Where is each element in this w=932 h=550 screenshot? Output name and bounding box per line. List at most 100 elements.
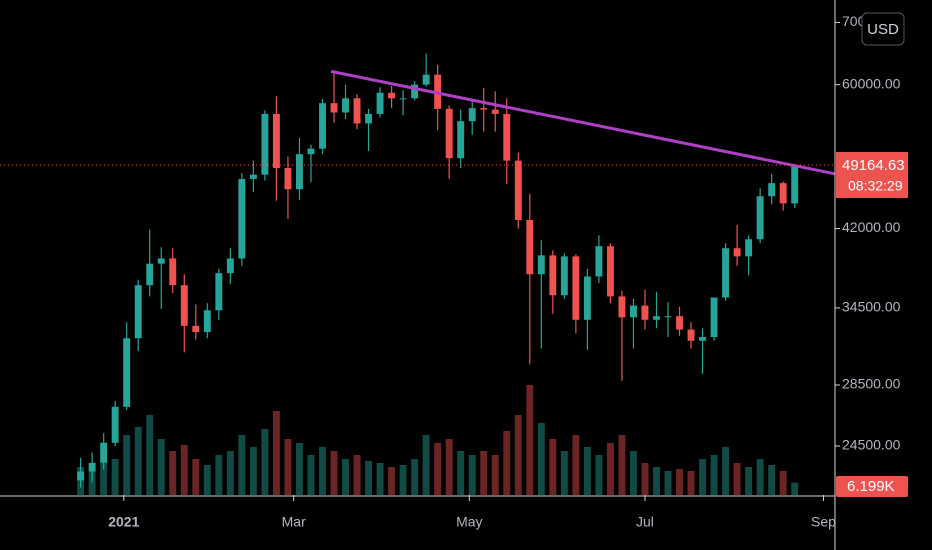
candle-body	[295, 154, 303, 190]
x-tick-label: Sep	[811, 514, 836, 530]
candle-body	[537, 255, 545, 275]
candle-body	[526, 219, 534, 275]
volume-layer	[77, 385, 799, 495]
candle-body	[606, 246, 614, 297]
candle-body	[653, 316, 660, 320]
candle-body	[468, 108, 476, 122]
candle-body	[249, 174, 257, 179]
candle-body	[388, 92, 396, 99]
candle-body	[779, 183, 787, 204]
x-tick-label: May	[456, 514, 482, 530]
candle-body	[583, 276, 591, 320]
candle-body	[157, 258, 165, 264]
y-tick-label: 60000.00	[842, 75, 901, 91]
candle-body	[733, 248, 741, 257]
candle-body	[307, 148, 315, 155]
volume-bar	[560, 451, 568, 495]
currency-label[interactable]: USD	[867, 21, 899, 38]
candle-body	[710, 297, 718, 338]
x-tick-label: 2021	[108, 514, 139, 530]
candle-body	[491, 109, 499, 114]
volume-bar	[791, 482, 799, 495]
volume-bar	[192, 459, 200, 495]
volume-bar	[710, 455, 718, 495]
candle-body	[284, 167, 292, 190]
y-tick-label: 34500.00	[842, 299, 901, 315]
volume-bar	[629, 451, 637, 495]
candle-body	[791, 164, 799, 204]
candle-body	[77, 471, 85, 481]
candle-body	[445, 108, 453, 159]
volume-bar	[249, 447, 257, 495]
volume-bar	[238, 435, 246, 495]
volume-bar	[376, 463, 384, 495]
candle-body	[514, 160, 522, 220]
candle-body	[365, 113, 373, 124]
volume-bar	[664, 471, 672, 495]
x-tick-label: Mar	[282, 514, 306, 530]
volume-bar	[353, 455, 361, 495]
volume-bar	[284, 439, 292, 495]
volume-bar	[180, 445, 188, 495]
volume-bar	[514, 415, 522, 495]
volume-bar	[295, 443, 303, 495]
volume-bar	[445, 439, 453, 495]
volume-bar	[272, 411, 280, 495]
volume-bar	[157, 439, 165, 495]
candle-body	[572, 256, 580, 320]
y-tick-label: 28500.00	[842, 376, 901, 392]
candle-body	[238, 178, 246, 259]
candle-body	[261, 113, 269, 175]
candle-body	[595, 246, 603, 277]
volume-bar	[549, 439, 557, 495]
x-tick-label: Jul	[636, 514, 654, 530]
volume-bar	[768, 465, 776, 495]
volume-bar	[733, 463, 741, 495]
volume-bar	[572, 435, 580, 495]
volume-bar	[618, 435, 626, 495]
candle-body	[111, 406, 119, 443]
candle-body	[699, 337, 707, 341]
candle-body	[330, 103, 338, 113]
volume-bar	[457, 451, 465, 495]
candle-body	[745, 239, 753, 257]
trend-line	[330, 69, 836, 176]
volume-bar	[365, 461, 373, 495]
volume-bar	[537, 423, 545, 495]
candle-body	[399, 98, 407, 100]
volume-bar	[526, 385, 534, 495]
volume-bar	[215, 455, 223, 495]
volume-bar	[330, 451, 338, 495]
volume-bar	[468, 455, 476, 495]
volume-bar	[653, 467, 660, 495]
volume-bar	[319, 447, 326, 495]
candle-body	[342, 98, 349, 113]
volume-bar	[203, 465, 211, 495]
candle-body	[180, 285, 188, 326]
candle-body	[676, 316, 683, 330]
y-tick-label: 42000.00	[842, 219, 901, 235]
candle-body	[560, 256, 568, 296]
candle-body	[169, 258, 177, 286]
currency-button[interactable]	[861, 12, 905, 46]
candle-body	[134, 285, 142, 339]
volume-bar	[583, 447, 591, 495]
volume-bar	[503, 431, 511, 495]
volume-bar	[491, 455, 499, 495]
candle-body	[272, 113, 280, 168]
candle-body	[768, 183, 776, 197]
volume-bar	[111, 459, 119, 495]
volume-bar	[595, 455, 603, 495]
volume-bar	[434, 443, 442, 495]
volume-bar	[307, 455, 315, 495]
volume-bar	[169, 451, 177, 495]
candle-body	[457, 121, 465, 159]
volume-bar	[480, 451, 488, 495]
volume-bar	[411, 459, 419, 495]
candle-body	[618, 296, 626, 318]
candle-body	[215, 273, 223, 311]
volume-bar	[722, 447, 730, 495]
last-volume-label: 6.199K	[847, 478, 895, 495]
candle-body	[88, 462, 96, 472]
candle-body	[226, 258, 234, 274]
